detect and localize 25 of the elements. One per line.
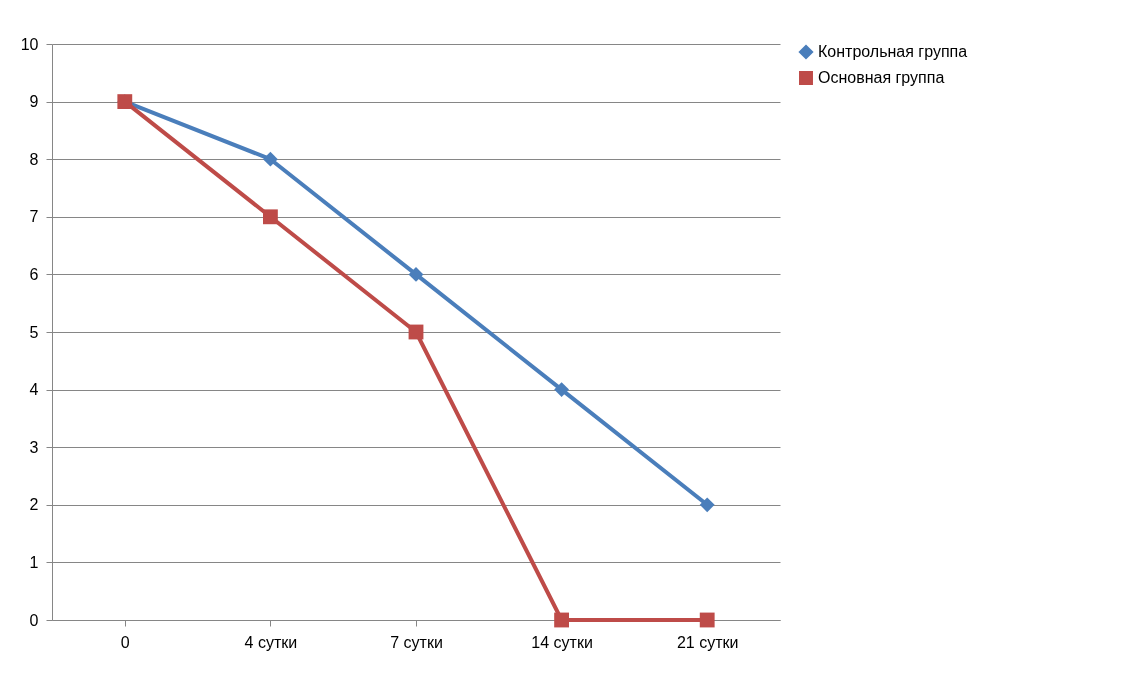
legend-label: Основная группа — [818, 69, 945, 86]
y-tick-label: 5 — [29, 323, 39, 341]
point — [262, 151, 278, 167]
x-tick-label: 4 сутки — [244, 633, 298, 651]
y-tick-label: 2 — [29, 496, 39, 514]
y-tick-label: 10 — [20, 35, 39, 53]
point — [554, 612, 570, 628]
x-tick-label: 14 сутки — [531, 633, 593, 651]
x-tick-label: 7 сутки — [390, 633, 443, 651]
x-tick-label: 21 сутки — [676, 633, 739, 651]
y-tick-label: 3 — [29, 438, 39, 456]
y-tick-label: 9 — [29, 93, 39, 111]
point — [699, 497, 715, 513]
y-tick-label: 4 — [29, 381, 39, 399]
y-tick-label: 0 — [29, 611, 39, 629]
y-tick-label: 7 — [29, 208, 39, 226]
legend-label: Контрольная группа — [818, 43, 968, 60]
point — [262, 209, 278, 225]
y-tick-label: 1 — [29, 553, 39, 571]
point — [554, 382, 570, 398]
point — [408, 266, 424, 282]
point — [699, 612, 715, 628]
y-tick-label: 8 — [29, 150, 39, 168]
x-tick-label: 0 — [120, 633, 130, 651]
y-tick-label: 6 — [29, 265, 39, 283]
